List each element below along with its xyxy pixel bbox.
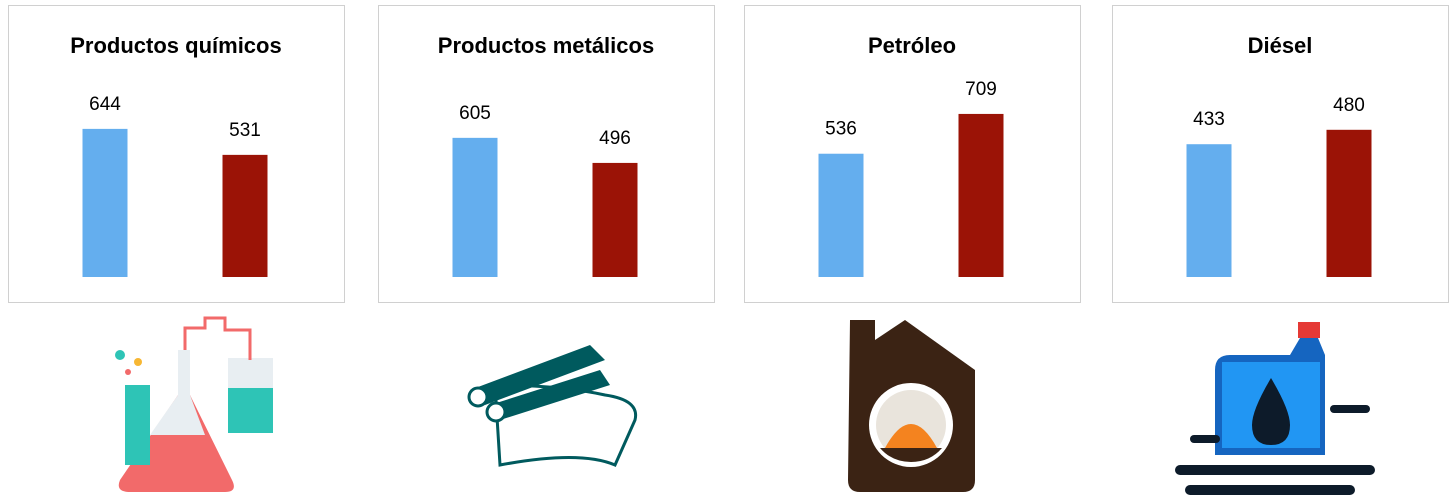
value-label: 536 bbox=[825, 119, 857, 140]
bar bbox=[958, 113, 1004, 278]
chart-title: Diésel bbox=[1248, 33, 1313, 58]
chart-panel bbox=[378, 5, 715, 303]
value-label: 531 bbox=[229, 120, 261, 141]
oil-can-icon bbox=[848, 320, 975, 492]
chart-title: Productos metálicos bbox=[438, 33, 654, 58]
bar bbox=[818, 153, 864, 277]
value-label: 644 bbox=[89, 94, 121, 115]
bar bbox=[222, 154, 268, 277]
value-label: 605 bbox=[459, 103, 491, 124]
bar bbox=[82, 128, 128, 277]
metal-rolls-icon bbox=[467, 345, 638, 467]
chart-title: Productos químicos bbox=[70, 33, 281, 58]
value-label: 496 bbox=[599, 128, 631, 149]
chart-panel bbox=[744, 5, 1081, 303]
bar bbox=[1186, 144, 1232, 277]
value-label: 433 bbox=[1193, 109, 1225, 130]
chart-title: Petróleo bbox=[868, 33, 956, 58]
chemistry-icon bbox=[115, 316, 273, 492]
value-label: 480 bbox=[1333, 95, 1365, 116]
bar bbox=[452, 137, 498, 277]
bar bbox=[1326, 129, 1372, 277]
diesel-icon bbox=[1175, 322, 1375, 495]
bar bbox=[592, 162, 638, 277]
value-label: 709 bbox=[965, 79, 997, 100]
chart-panel bbox=[8, 5, 345, 303]
